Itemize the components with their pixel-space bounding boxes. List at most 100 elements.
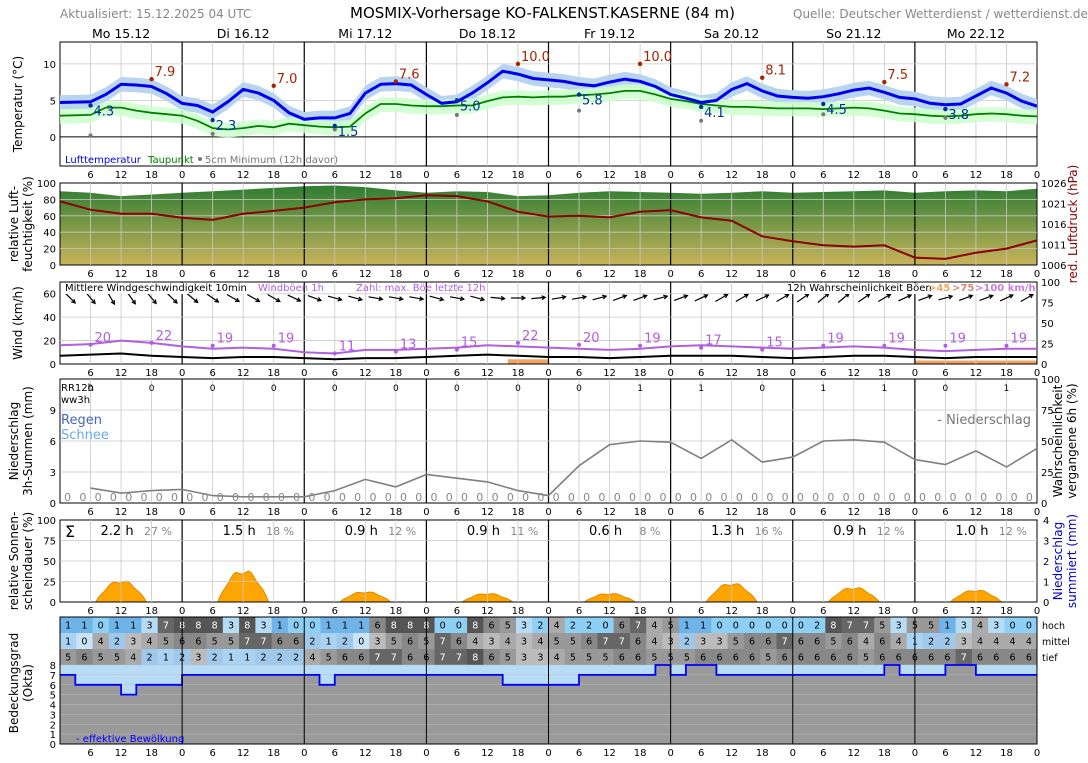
wind-arrow-head bbox=[743, 293, 750, 299]
cloud-cell-value: 2 bbox=[114, 637, 120, 648]
cloud-cell bbox=[222, 649, 240, 665]
hour-tick-label: 0 bbox=[912, 606, 918, 617]
y-tick-label-right: 2 bbox=[1043, 557, 1049, 568]
rr12h-value: 0 bbox=[454, 384, 460, 394]
wind-arrow-head bbox=[561, 294, 567, 300]
temperature-band bbox=[60, 63, 1037, 127]
max-temp-label: 10.0 bbox=[643, 50, 672, 65]
cloud-cell-value: 4 bbox=[1026, 637, 1032, 648]
legend-rain: Regen bbox=[61, 413, 102, 428]
cloud-cell bbox=[678, 633, 696, 649]
cloud-cell bbox=[450, 633, 468, 649]
rr12h-value: 0 bbox=[943, 384, 949, 394]
hour-tick-label: 0 bbox=[301, 368, 307, 379]
hour-tick-label: 6 bbox=[332, 170, 338, 181]
cloud-cell-value: 7 bbox=[163, 621, 169, 632]
cloud-cell bbox=[874, 633, 891, 649]
cloud-cell-value: 3 bbox=[488, 637, 494, 648]
precip-3h-amount: 0 bbox=[629, 491, 636, 504]
max-gust-label: 13 bbox=[400, 338, 417, 353]
effective-cloud-line bbox=[60, 664, 1037, 696]
hour-tick-label: 0 bbox=[912, 748, 918, 759]
hour-tick-label: 18 bbox=[267, 507, 280, 518]
precip-3h-amount: 0 bbox=[919, 491, 926, 504]
max-temp-point bbox=[515, 61, 521, 67]
cloud-cell-value: 5 bbox=[212, 637, 218, 648]
wind-arrow-head bbox=[235, 297, 241, 303]
hour-tick-label: 6 bbox=[576, 606, 582, 617]
hour-tick-label: 0 bbox=[179, 368, 185, 379]
max-gust-label: 19 bbox=[827, 332, 844, 347]
hour-tick-label: 6 bbox=[209, 606, 215, 617]
clear-sky-segment bbox=[197, 665, 214, 675]
cloud-cell-value: 6 bbox=[716, 653, 722, 664]
precip-3h-amount: 0 bbox=[140, 491, 147, 504]
cloud-cell-value: 6 bbox=[635, 653, 641, 664]
min-temp-label: 4.5 bbox=[826, 103, 847, 118]
cloud-cell-value: 6 bbox=[619, 653, 625, 664]
hour-tick-label: 18 bbox=[756, 748, 769, 759]
cloud-cell bbox=[483, 633, 501, 649]
hour-tick-label: 6 bbox=[332, 606, 338, 617]
wind-arrow-shaft bbox=[327, 295, 342, 301]
wind-arrow-shaft bbox=[958, 295, 973, 301]
cloud-cell-value: 3 bbox=[896, 621, 902, 632]
y-tick-label: 100 bbox=[37, 179, 56, 190]
clear-sky-segment bbox=[670, 665, 687, 675]
cloud-cell-value: 4 bbox=[505, 637, 511, 648]
y-tick-label-right: 1011 bbox=[1041, 241, 1066, 252]
wind-arrow bbox=[287, 294, 302, 302]
max-temp-label: 7.5 bbox=[887, 68, 908, 83]
precip-3h-amount: 0 bbox=[614, 491, 621, 504]
cloud-cell bbox=[711, 633, 729, 649]
cloud-cell bbox=[450, 617, 468, 633]
precip-3h-amount: 0 bbox=[156, 491, 163, 504]
cloud-cell bbox=[988, 649, 1005, 665]
cloud-cell bbox=[532, 649, 549, 665]
hour-tick-label: 12 bbox=[970, 368, 983, 379]
min-temp-label: 3.8 bbox=[948, 108, 969, 123]
y-tick-label: 0 bbox=[50, 133, 56, 144]
cloud-cell bbox=[548, 617, 566, 633]
clear-sky-segment bbox=[899, 665, 916, 675]
hour-tick-label: 12 bbox=[237, 748, 250, 759]
cloud-cell bbox=[564, 617, 582, 633]
cloud-row-label: hoch bbox=[1042, 621, 1065, 632]
hour-tick-label: 6 bbox=[942, 368, 948, 379]
cloud-cell bbox=[222, 633, 240, 649]
hour-tick-label: 6 bbox=[820, 368, 826, 379]
wind-arrow-head bbox=[193, 298, 199, 304]
max-gust-point bbox=[210, 343, 215, 348]
clear-sky-segment bbox=[640, 665, 656, 675]
cloud-cell-value: 6 bbox=[358, 653, 364, 664]
rr12h-value: 1 bbox=[698, 384, 704, 394]
cloud-cell-value: 6 bbox=[830, 653, 836, 664]
hour-tick-label: 0 bbox=[301, 269, 307, 280]
cloud-cell bbox=[157, 649, 175, 665]
y-tick-label: 10 bbox=[43, 60, 56, 71]
cloud-cell-value: 8 bbox=[407, 621, 413, 632]
cloud-cell bbox=[646, 617, 663, 633]
legend-mean-wind: Mittlere Windgeschwindigkeit 10min bbox=[65, 283, 247, 294]
rr12h-value: 1 bbox=[637, 384, 643, 394]
cloud-cell bbox=[353, 633, 370, 649]
hour-tick-label: 0 bbox=[1034, 269, 1040, 280]
cloud-cell-value: 6 bbox=[896, 653, 902, 664]
wind-arrow-shaft bbox=[206, 293, 219, 303]
hour-tick-label: 12 bbox=[359, 368, 372, 379]
cloud-cell bbox=[857, 633, 875, 649]
precip-3h-amount: 0 bbox=[415, 491, 422, 504]
cloud-cell-value: 8 bbox=[212, 621, 218, 632]
sunshine-percent-label: 12 % bbox=[999, 525, 1027, 538]
hour-tick-label: 6 bbox=[454, 170, 460, 181]
max-temp-label: 7.6 bbox=[399, 67, 420, 82]
y-tick-label: 3 bbox=[50, 710, 56, 721]
precip-3h-amount: 0 bbox=[431, 491, 438, 504]
cloud-cell-value: 6 bbox=[1010, 653, 1016, 664]
precip-3h-amount: 0 bbox=[232, 491, 239, 504]
cloud-cell bbox=[971, 649, 989, 665]
precip-3h-amount: 0 bbox=[827, 491, 834, 504]
precip-3h-amount: 0 bbox=[125, 491, 132, 504]
wind-arrow-head bbox=[419, 296, 425, 302]
y-tick-label: 7 bbox=[50, 671, 56, 682]
